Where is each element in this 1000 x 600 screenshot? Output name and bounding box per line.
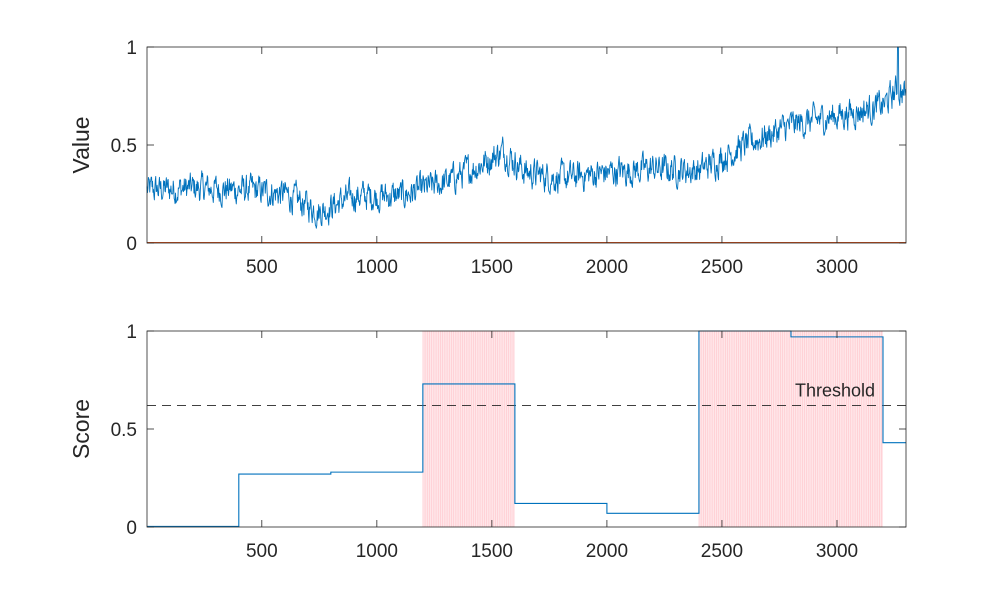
x-tick-label: 2000 <box>586 541 628 562</box>
score-step-line <box>147 330 906 527</box>
x-tick-label: 2000 <box>586 257 628 278</box>
x-tick-label: 1000 <box>356 541 398 562</box>
x-tick-label: 2500 <box>701 541 743 562</box>
x-tick-label: 3000 <box>816 541 858 562</box>
axes-box <box>146 46 907 244</box>
x-tick-label: 3000 <box>816 257 858 278</box>
y-axis-label: Value <box>68 116 94 173</box>
x-tick-label: 1000 <box>356 257 398 278</box>
x-tick-label: 2500 <box>701 257 743 278</box>
x-tick-label: 1500 <box>471 541 513 562</box>
threshold-label: Threshold <box>795 380 875 400</box>
y-tick-label: 1 <box>126 322 137 343</box>
y-tick-label: 0.5 <box>111 420 137 441</box>
y-axis-label: Score <box>68 399 94 459</box>
x-tick-label: 500 <box>246 541 278 562</box>
y-tick-label: 0 <box>126 234 137 255</box>
y-tick-label: 0 <box>126 518 137 539</box>
value-series-line <box>146 46 907 229</box>
bottom-panel: Threshold 500 1000 1500 2000 2500 3000 0 0.5 1 Sco… <box>68 322 907 562</box>
x-tick-label: 500 <box>246 257 278 278</box>
y-tick-label: 1 <box>126 38 137 59</box>
x-tick-label: 1500 <box>471 257 513 278</box>
top-panel: 500 1000 1500 2000 2500 3000 0 0.5 1 Value <box>68 38 907 278</box>
y-tick-label: 0.5 <box>111 136 137 157</box>
